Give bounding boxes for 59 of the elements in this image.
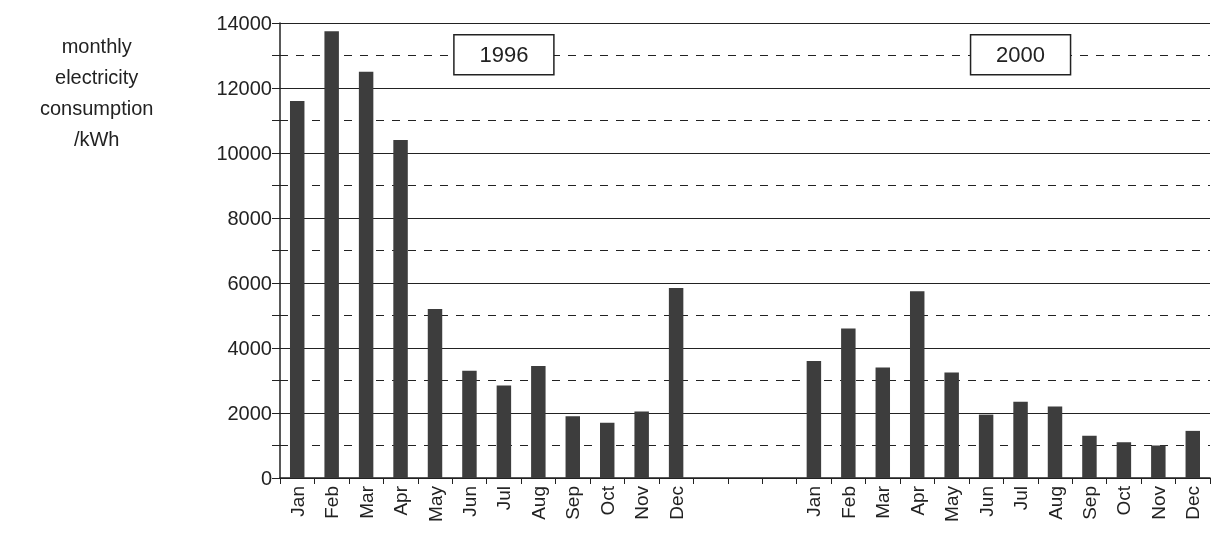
bar bbox=[806, 361, 822, 478]
x-tick-label: May bbox=[941, 485, 963, 522]
x-tick-label: Jul bbox=[493, 486, 515, 511]
bar bbox=[841, 328, 856, 478]
bar bbox=[462, 370, 477, 478]
x-tick-label: Jun bbox=[458, 486, 480, 517]
x-tick-label: Apr bbox=[390, 485, 412, 516]
x-tick-label: Oct bbox=[1113, 485, 1135, 516]
y-tick-label: 0 bbox=[260, 467, 272, 489]
y-tick-label: 14000 bbox=[216, 12, 272, 34]
bar bbox=[634, 411, 649, 478]
x-tick-label: Nov bbox=[631, 485, 653, 520]
bar bbox=[358, 71, 374, 478]
x-tick-label: Nov bbox=[1147, 485, 1169, 520]
x-tick-label: Jul bbox=[1010, 486, 1032, 511]
x-tick-label: Aug bbox=[527, 486, 549, 520]
annotation: 1996 bbox=[479, 42, 529, 68]
bar bbox=[978, 414, 994, 478]
bar bbox=[427, 309, 443, 478]
bar bbox=[1116, 442, 1132, 478]
x-tick-label: Mar bbox=[355, 485, 377, 519]
x-tick-label: Sep bbox=[562, 486, 584, 520]
x-tick-label: Oct bbox=[596, 485, 618, 516]
x-tick-label: Mar bbox=[872, 485, 894, 519]
bar bbox=[1185, 430, 1201, 478]
bar bbox=[324, 31, 339, 478]
bar bbox=[289, 101, 305, 478]
x-tick-label: Dec bbox=[665, 486, 687, 520]
x-tick-label: Jan bbox=[803, 486, 825, 517]
bar bbox=[531, 365, 546, 478]
x-tick-label: Dec bbox=[1182, 486, 1204, 520]
y-tick-label: 10000 bbox=[216, 142, 272, 164]
bar bbox=[1082, 435, 1097, 478]
x-tick-label: Feb bbox=[837, 486, 859, 519]
y-tick-label: 8000 bbox=[227, 207, 272, 229]
bar bbox=[1047, 406, 1063, 478]
y-tick-label: 4000 bbox=[227, 337, 272, 359]
x-tick-label: Jun bbox=[975, 486, 997, 517]
bar bbox=[944, 372, 959, 478]
bar bbox=[668, 287, 684, 478]
bar bbox=[909, 291, 925, 478]
x-tick-label: Feb bbox=[321, 486, 343, 519]
x-tick-label: Sep bbox=[1078, 486, 1100, 520]
x-tick-label: May bbox=[424, 485, 446, 522]
x-tick-label: Aug bbox=[1044, 486, 1066, 520]
bar bbox=[393, 140, 408, 478]
bar bbox=[599, 422, 615, 478]
y-tick-label: 6000 bbox=[227, 272, 272, 294]
y-tick-label: 2000 bbox=[227, 402, 272, 424]
x-tick-label: Apr bbox=[906, 485, 928, 516]
y-tick-label: 12000 bbox=[216, 77, 272, 99]
annotation: 2000 bbox=[996, 42, 1046, 68]
bar bbox=[875, 367, 891, 478]
x-tick-label: Jan bbox=[286, 486, 308, 517]
bar bbox=[1151, 445, 1166, 478]
bar bbox=[1013, 401, 1028, 478]
bar bbox=[565, 416, 581, 478]
y-axis-title: monthly electricity consumption /kWh bbox=[40, 34, 154, 150]
bar bbox=[496, 385, 512, 478]
